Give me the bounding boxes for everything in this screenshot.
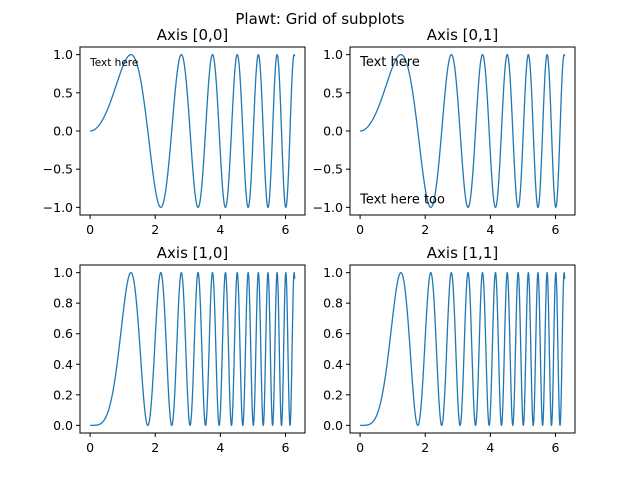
y-tick-label: 0.4 xyxy=(53,357,73,372)
x-tick-label: 4 xyxy=(216,440,224,455)
y-tick-label: 1.0 xyxy=(53,47,73,62)
annotation-text: Text here xyxy=(359,55,420,70)
axes-frame xyxy=(79,264,306,434)
x-tick-label: 6 xyxy=(551,440,559,455)
x-tick-label: 4 xyxy=(486,440,494,455)
x-tick-label: 2 xyxy=(151,440,159,455)
x-tick-label: 4 xyxy=(486,222,494,237)
y-tick-label: 1.0 xyxy=(53,265,73,280)
y-tick-label: 1.0 xyxy=(323,265,343,280)
axes-frame xyxy=(349,264,576,434)
x-tick-label: 0 xyxy=(356,440,364,455)
subplot-title: Axis [0,0] xyxy=(157,26,228,44)
x-tick-label: 4 xyxy=(216,222,224,237)
y-tick-label: 0.0 xyxy=(323,124,343,139)
y-tick-label: 0.8 xyxy=(53,296,73,311)
subplot-title: Axis [0,1] xyxy=(427,26,498,44)
y-tick-label: 0.0 xyxy=(323,418,343,433)
y-tick-label: −0.5 xyxy=(313,162,343,177)
x-tick-label: 2 xyxy=(421,222,429,237)
y-tick-label: 0.6 xyxy=(323,326,343,341)
x-tick-label: 2 xyxy=(151,222,159,237)
annotation-text: Text here xyxy=(89,57,138,69)
subplots-grid: Axis [0,0] 0 2 4 6 −1.0 −0.5 0.0 0.5 1.0 Text here… xyxy=(43,26,576,455)
y-tick-label: 0.5 xyxy=(53,85,73,100)
y-tick-label: 0.0 xyxy=(53,418,73,433)
y-tick-label: −1.0 xyxy=(43,200,73,215)
x-tick-label: 6 xyxy=(281,222,289,237)
x-tick-label: 6 xyxy=(281,440,289,455)
subplot-1: Axis [0,1] 0 2 4 6 −1.0 −0.5 0.0 0.5 1.0 Text here… xyxy=(313,26,576,237)
y-tick-label: −1.0 xyxy=(313,200,343,215)
subplot-title: Axis [1,0] xyxy=(157,244,228,262)
subplot-2: Axis [1,0] 0 2 4 6 0.0 0.2 0.4 0.6 0.8 1.0 xyxy=(53,244,306,455)
x-tick-label: 6 xyxy=(551,222,559,237)
subplot-3: Axis [1,1] 0 2 4 6 0.0 0.2 0.4 0.6 0.8 1.0 xyxy=(323,244,576,455)
x-tick-label: 0 xyxy=(86,222,94,237)
subplot-title: Axis [1,1] xyxy=(427,244,498,262)
annotation-text: Text here too xyxy=(359,193,445,208)
series-line xyxy=(359,53,566,209)
y-tick-label: 1.0 xyxy=(323,47,343,62)
series-line xyxy=(89,53,296,209)
subplot-0: Axis [0,0] 0 2 4 6 −1.0 −0.5 0.0 0.5 1.0 Text here xyxy=(43,26,306,237)
x-tick-label: 0 xyxy=(86,440,94,455)
x-tick-label: 2 xyxy=(421,440,429,455)
y-tick-label: −0.5 xyxy=(43,162,73,177)
series-line xyxy=(359,271,566,427)
y-tick-label: 0.5 xyxy=(323,85,343,100)
figure-suptitle: Plawt: Grid of subplots xyxy=(235,10,404,28)
y-tick-label: 0.8 xyxy=(323,296,343,311)
y-tick-label: 0.0 xyxy=(53,124,73,139)
x-tick-label: 0 xyxy=(356,222,364,237)
y-tick-label: 0.4 xyxy=(323,357,343,372)
y-tick-label: 0.2 xyxy=(53,387,73,402)
y-tick-label: 0.6 xyxy=(53,326,73,341)
y-tick-label: 0.2 xyxy=(323,387,343,402)
series-line xyxy=(89,271,296,427)
